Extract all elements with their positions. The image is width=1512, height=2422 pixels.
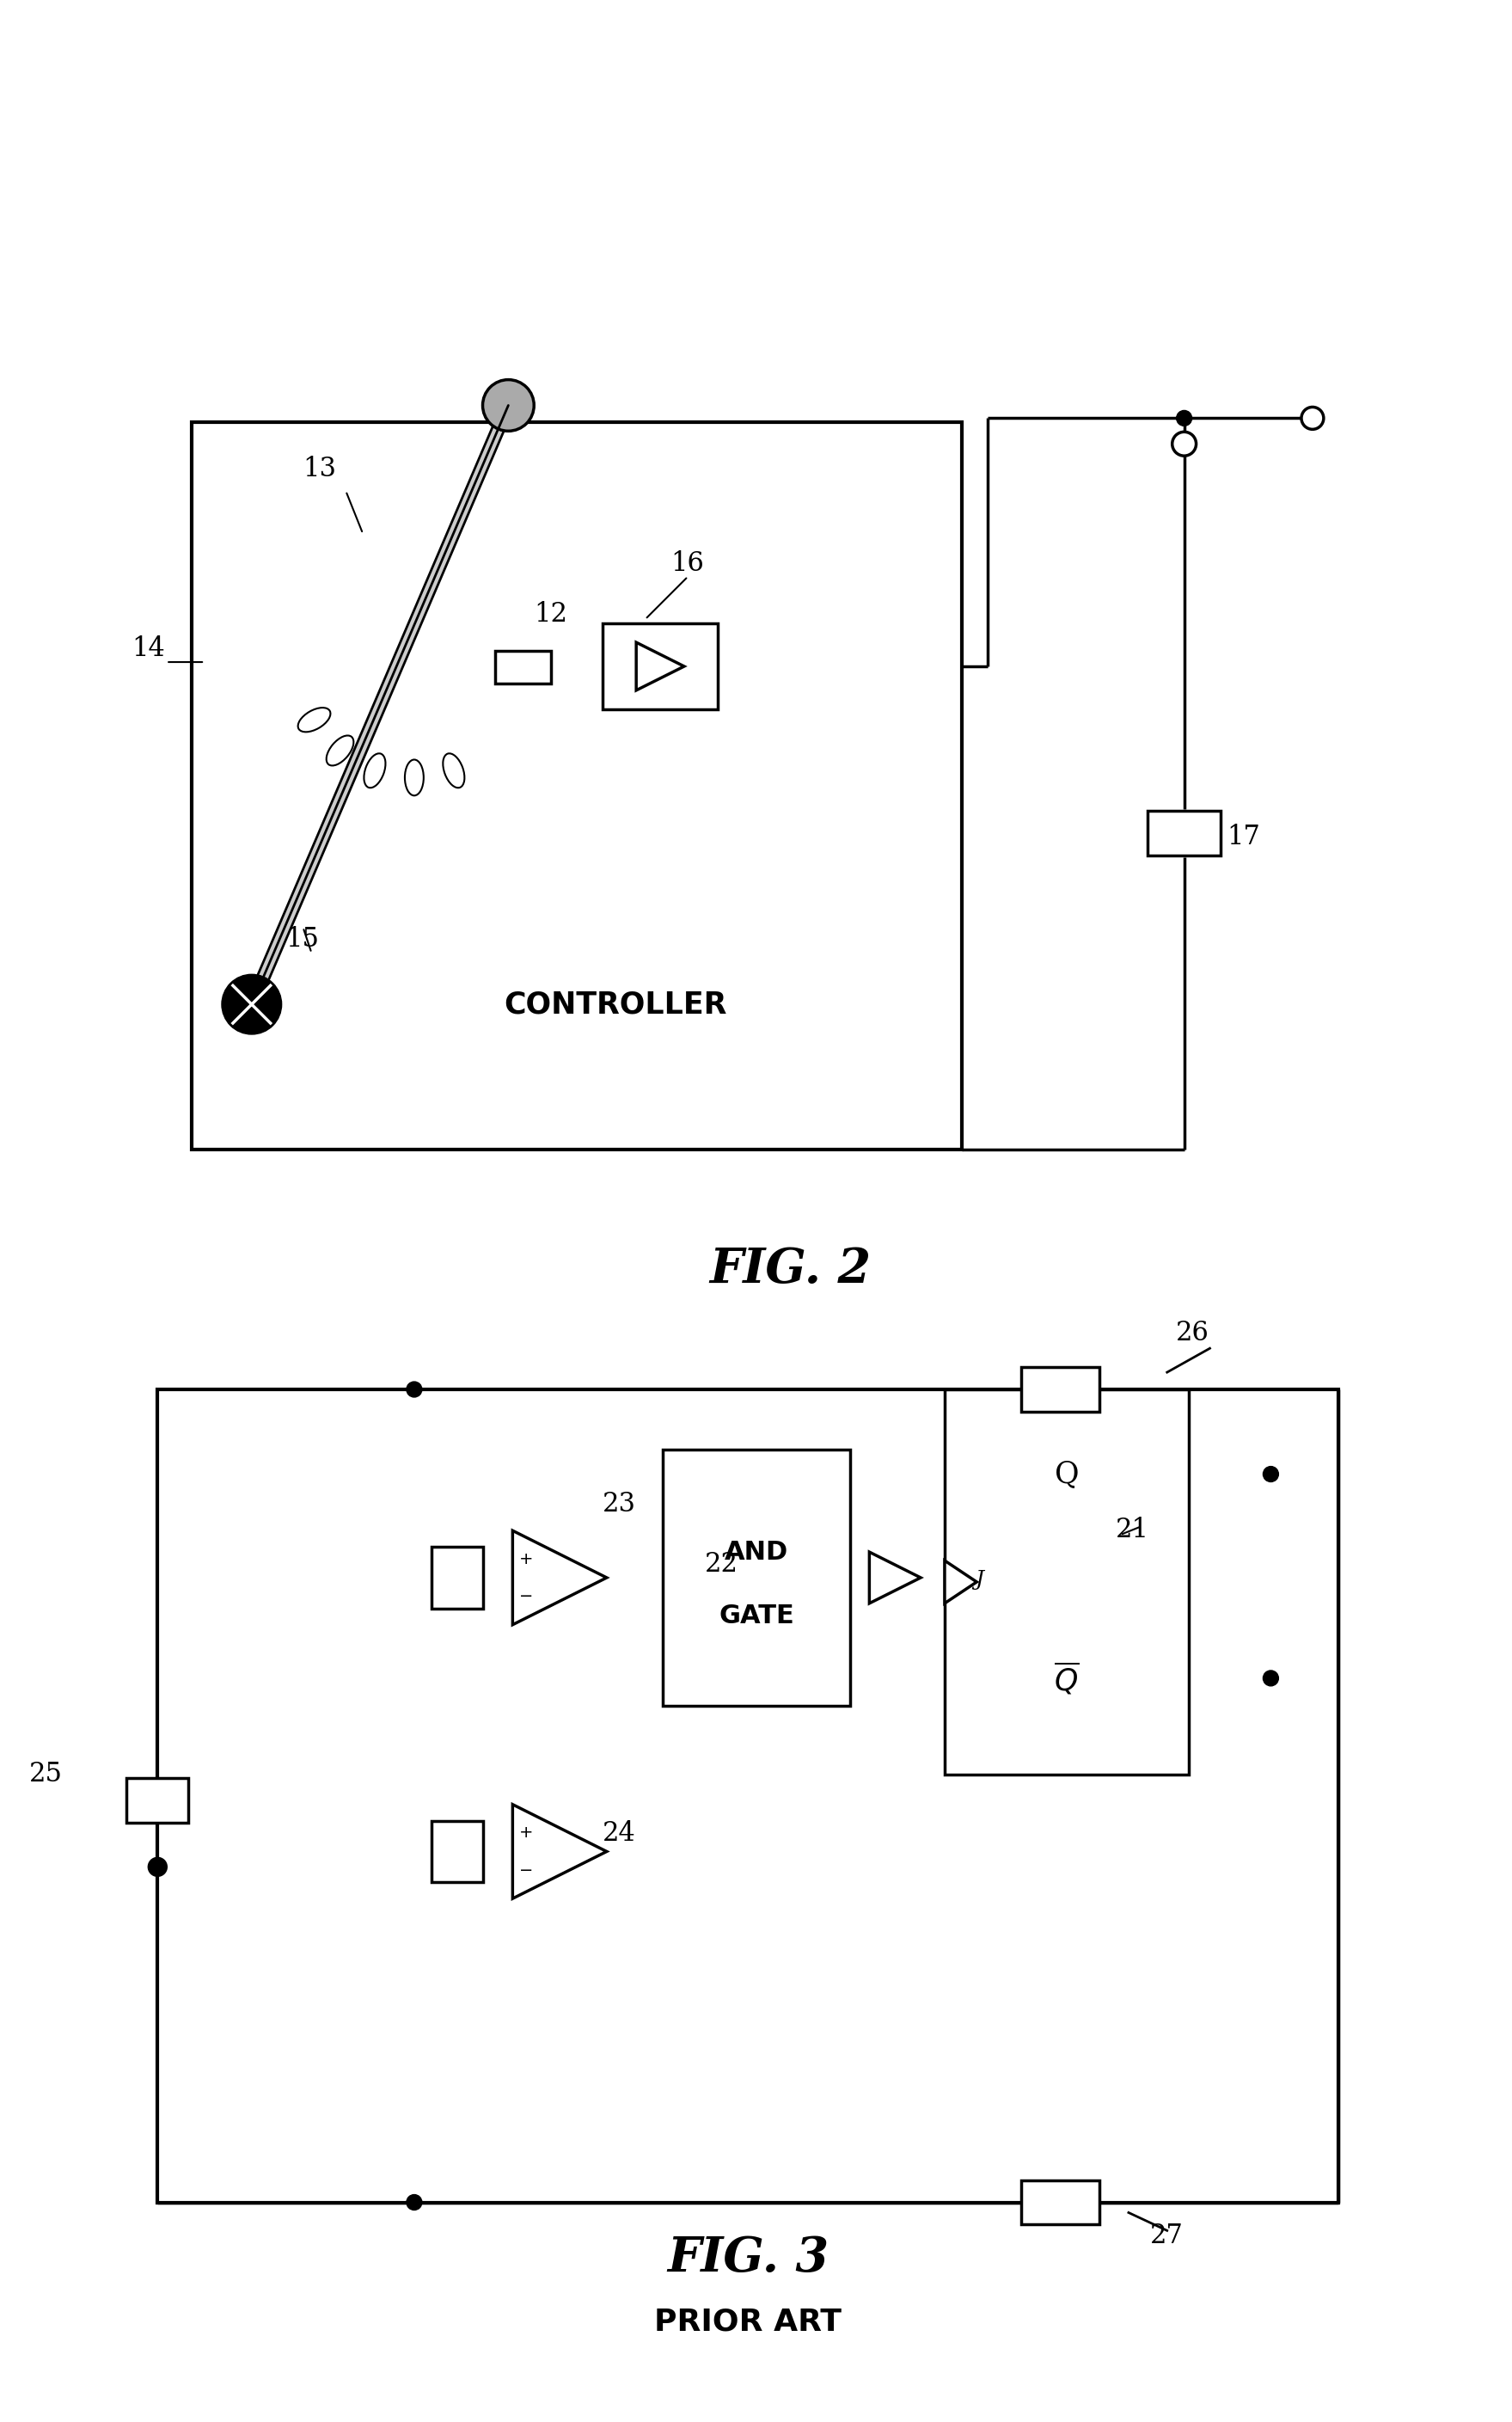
Text: 22: 22: [705, 1550, 739, 1577]
Bar: [1148, 811, 1220, 855]
Text: 26: 26: [1176, 1320, 1210, 1347]
Text: 17: 17: [1226, 823, 1261, 850]
Polygon shape: [513, 1531, 606, 1625]
Text: $\overline{Q}$: $\overline{Q}$: [1054, 1659, 1080, 1695]
Bar: [1021, 2180, 1099, 2223]
Text: J: J: [975, 1569, 983, 1589]
Text: 16: 16: [671, 550, 705, 576]
Ellipse shape: [405, 761, 423, 794]
Text: 21: 21: [1116, 1516, 1149, 1543]
Bar: [945, 1390, 1188, 1775]
Bar: [662, 1448, 851, 1705]
Circle shape: [260, 509, 569, 816]
Circle shape: [1302, 407, 1323, 429]
Text: −: −: [520, 1589, 534, 1606]
Text: 15: 15: [286, 925, 319, 952]
Circle shape: [150, 1858, 166, 1875]
Ellipse shape: [443, 753, 464, 787]
Bar: [127, 1778, 189, 1821]
Text: 14: 14: [132, 635, 165, 661]
Ellipse shape: [298, 707, 331, 731]
Text: +: +: [520, 1550, 534, 1567]
Bar: [431, 1548, 482, 1608]
Text: 24: 24: [602, 1821, 635, 1848]
Bar: [192, 421, 962, 1150]
Text: FIG. 2: FIG. 2: [709, 1245, 871, 1293]
Circle shape: [482, 380, 534, 431]
Ellipse shape: [364, 753, 386, 787]
Text: CONTROLLER: CONTROLLER: [503, 991, 727, 1020]
Polygon shape: [869, 1553, 921, 1603]
Polygon shape: [513, 1804, 606, 1899]
Circle shape: [1172, 431, 1196, 455]
Circle shape: [1263, 1671, 1279, 1686]
Bar: [602, 622, 718, 710]
Text: 27: 27: [1151, 2223, 1184, 2250]
Text: 25: 25: [29, 1761, 64, 1787]
Text: −: −: [520, 1863, 534, 1879]
Text: GATE: GATE: [718, 1603, 794, 1628]
Circle shape: [407, 1381, 422, 1397]
Circle shape: [337, 586, 491, 739]
Bar: [431, 1821, 482, 1882]
Text: +: +: [520, 1824, 534, 1841]
Polygon shape: [945, 1560, 977, 1603]
Circle shape: [1263, 1465, 1279, 1482]
Text: PRIOR ART: PRIOR ART: [655, 2308, 842, 2337]
Text: AND: AND: [724, 1540, 788, 1565]
Polygon shape: [637, 642, 683, 690]
Circle shape: [222, 974, 281, 1034]
Text: 23: 23: [602, 1492, 637, 1519]
Bar: [1021, 1366, 1099, 1412]
Text: FIG. 3: FIG. 3: [667, 2236, 829, 2282]
Bar: [496, 652, 550, 683]
Circle shape: [1176, 409, 1191, 426]
Text: 12: 12: [534, 601, 567, 627]
Text: Q: Q: [1054, 1460, 1078, 1490]
Ellipse shape: [327, 736, 354, 765]
Bar: [157, 1390, 1338, 2202]
Text: 13: 13: [302, 455, 337, 482]
Circle shape: [407, 2194, 422, 2209]
Circle shape: [150, 1860, 165, 1875]
